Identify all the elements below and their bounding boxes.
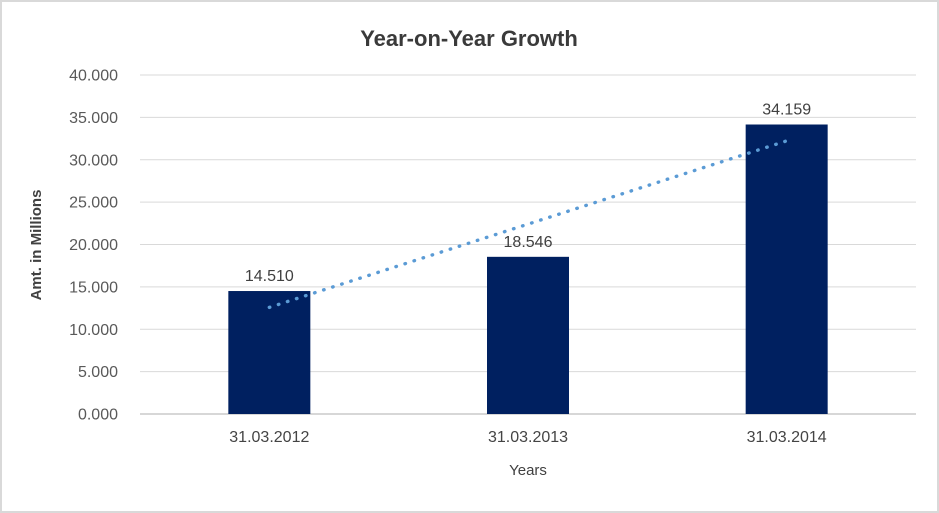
y-tick-label: 5.000: [78, 364, 118, 381]
y-tick-label: 35.000: [69, 110, 118, 127]
y-tick-label: 15.000: [69, 279, 118, 296]
y-axis-title: Amt. in Millions: [28, 190, 45, 301]
bar-31.03.2014[interactable]: [745, 124, 828, 414]
labels: 0.000 5.000 10.000 15.000 20.000 25.000 30.000…: [69, 68, 827, 447]
x-category-label: 31.03.2012: [229, 429, 309, 446]
data-label: 14.510: [245, 268, 294, 285]
x-axis-title: Years: [509, 462, 547, 479]
data-label: 34.159: [762, 102, 811, 119]
y-tick-label: 10.000: [69, 322, 118, 339]
x-category-label: 31.03.2013: [488, 429, 568, 446]
x-category-label: 31.03.2014: [747, 429, 827, 446]
y-tick-label: 20.000: [69, 237, 118, 254]
y-tick-label: 0.000: [78, 407, 118, 424]
y-tick-label: 25.000: [69, 195, 118, 212]
bar-31.03.2012[interactable]: [228, 291, 311, 414]
y-tick-label: 30.000: [69, 152, 118, 169]
bar-series: [228, 124, 828, 414]
y-tick-label: 40.000: [69, 68, 118, 85]
chart-title: Year-on-Year Growth: [360, 26, 578, 51]
bar-31.03.2013[interactable]: [487, 256, 569, 414]
data-label: 18.546: [504, 234, 553, 251]
